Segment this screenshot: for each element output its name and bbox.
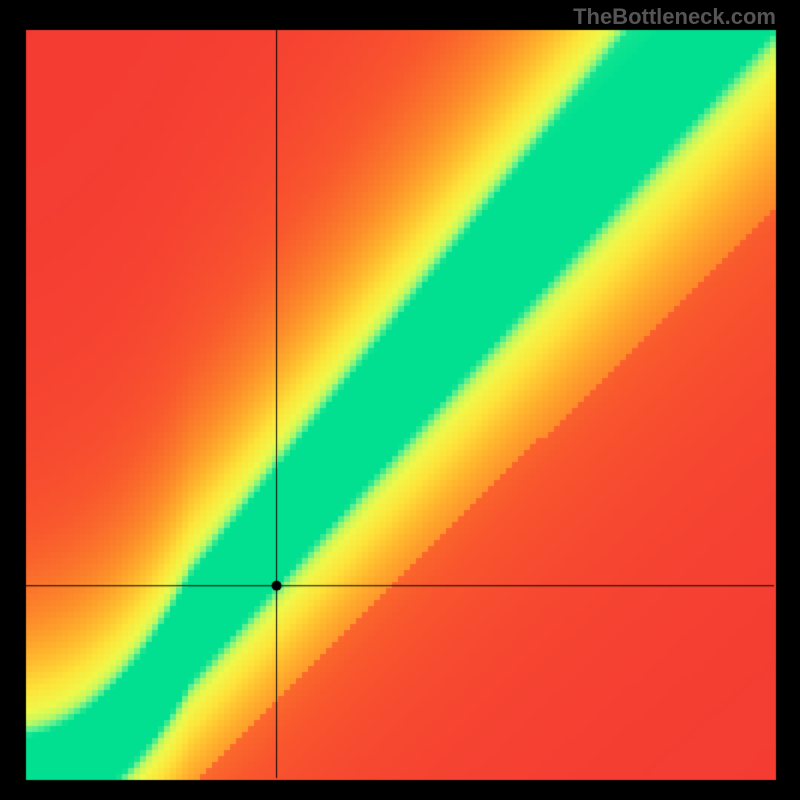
watermark-text: TheBottleneck.com	[573, 4, 776, 30]
chart-container: TheBottleneck.com	[0, 0, 800, 800]
bottleneck-heatmap	[0, 0, 800, 800]
